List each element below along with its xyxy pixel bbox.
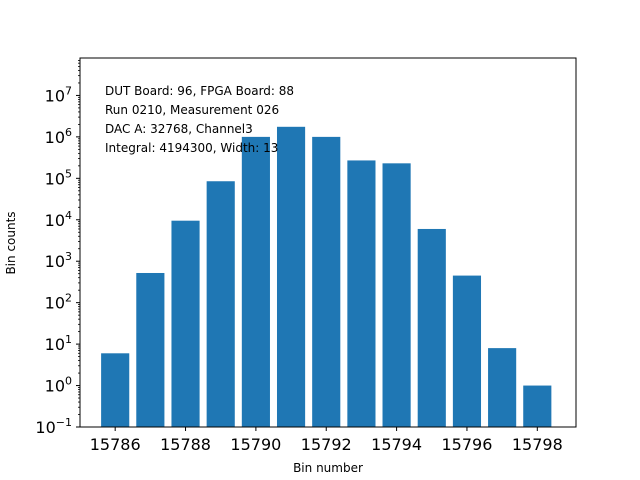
y-tick-label: 105 (45, 167, 72, 188)
bar-15789 (206, 181, 235, 427)
x-axis-label: Bin number (293, 461, 363, 475)
x-tick-label: 15788 (160, 435, 211, 454)
x-tick-label: 15786 (90, 435, 141, 454)
bar-15787 (136, 272, 165, 427)
bar-15786 (101, 353, 130, 427)
y-tick-label: 103 (45, 250, 72, 271)
bar-15797 (488, 348, 517, 427)
annotation-line: Run 0210, Measurement 026 (105, 103, 279, 117)
bar-15798 (523, 385, 552, 427)
x-ticks: 15786 15788 15790 15792 15794 15796 15798 (90, 427, 563, 454)
y-ticks: 10−1 100 101 102 103 104 105 106 107 (35, 84, 80, 437)
plot-frame (79, 57, 577, 428)
bar-15793 (347, 160, 376, 427)
y-tick-label: 101 (45, 333, 72, 354)
annotation-line: Integral: 4194300, Width: 13 (105, 141, 278, 155)
annotation-line: DUT Board: 96, FPGA Board: 88 (105, 84, 294, 98)
bar-15794 (382, 163, 411, 427)
x-tick-label: 15790 (230, 435, 281, 454)
x-tick-label: 15796 (441, 435, 492, 454)
y-tick-label: 104 (45, 209, 72, 230)
y-tick-label: 102 (45, 292, 72, 313)
bar-15796 (452, 275, 482, 427)
x-tick-label: 15798 (512, 435, 563, 454)
annotation-block: DUT Board: 96, FPGA Board: 88 Run 0210, M… (105, 84, 294, 155)
bar-15795 (417, 228, 446, 427)
bar-15792 (312, 136, 341, 427)
y-tick-label: 106 (45, 126, 72, 147)
y-axis-label: Bin counts (4, 211, 18, 274)
bar-15788 (171, 220, 200, 427)
x-tick-label: 15794 (371, 435, 422, 454)
y-tick-label: 10−1 (35, 416, 72, 437)
y-tick-label: 107 (45, 84, 72, 105)
bar-15790 (241, 136, 270, 427)
bar-15791 (276, 126, 306, 428)
y-tick-label: 100 (45, 375, 72, 396)
x-tick-label: 15792 (301, 435, 352, 454)
bars-group (101, 126, 552, 428)
annotation-line: DAC A: 32768, Channel3 (105, 122, 253, 136)
